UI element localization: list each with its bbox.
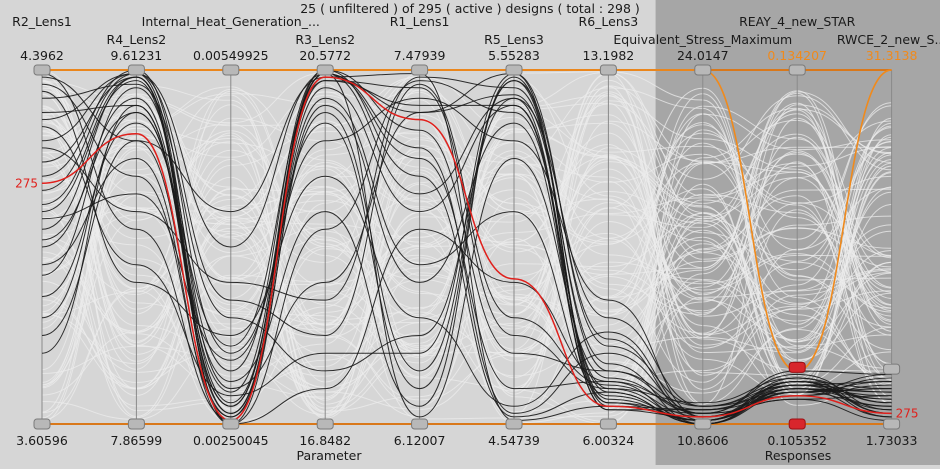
axis-min-label: 7.86599 — [111, 433, 163, 448]
context-line — [41, 206, 892, 420]
axis-max-label: 20.5772 — [299, 48, 351, 63]
context-line — [41, 121, 892, 347]
active-design-line — [41, 72, 892, 418]
axis-handles[interactable] — [33, 64, 901, 430]
context-line — [41, 128, 892, 317]
axis-name: R5_Lens3 — [484, 32, 544, 47]
axis-min-handle[interactable] — [694, 418, 712, 430]
context-line — [41, 104, 892, 418]
axis-max-handle[interactable] — [883, 363, 901, 375]
group-label-parameter: Parameter — [296, 448, 362, 463]
axis-max-label: 0.134207 — [767, 48, 827, 63]
active-design-line — [41, 72, 892, 421]
context-line — [41, 105, 892, 316]
axis-min-handle[interactable] — [505, 418, 523, 430]
context-line — [41, 72, 892, 407]
axis-max-handle[interactable] — [505, 64, 523, 76]
context-line — [41, 107, 892, 423]
axis-name: R4_Lens2 — [107, 32, 167, 47]
axis-min-handle[interactable] — [411, 418, 429, 430]
axis-filter-handle[interactable] — [788, 361, 806, 373]
axis-name: R2_Lens1 — [12, 14, 72, 29]
active-design-lines — [41, 69, 892, 425]
highlighted-design-line: 275 275 — [15, 76, 919, 422]
axis-name: REAY_4_new_STAR — [739, 14, 855, 29]
axis-min-label: 6.00324 — [583, 433, 635, 448]
axis-max-handle[interactable] — [411, 64, 429, 76]
active-design-line — [41, 80, 892, 425]
context-line — [41, 93, 892, 394]
active-design-line — [41, 83, 892, 407]
axis-name: Internal_Heat_Generation_... — [142, 14, 320, 29]
context-line — [41, 83, 892, 401]
axis-min-handle[interactable] — [788, 418, 806, 430]
axis-min-label: 1.73033 — [866, 433, 918, 448]
context-line — [41, 104, 892, 407]
axis-min-handle[interactable] — [883, 418, 901, 430]
axis-min-handle[interactable] — [222, 418, 240, 430]
axis-max-label: 4.3962 — [20, 48, 64, 63]
group-label-responses: Responses — [765, 448, 832, 463]
highlighted-design-path — [41, 76, 892, 422]
context-line — [41, 85, 892, 405]
active-design-line — [41, 72, 892, 425]
axis-min-handle[interactable] — [316, 418, 334, 430]
axis-max-handle[interactable] — [788, 64, 806, 76]
axis-min-label: 0.00250045 — [193, 433, 269, 448]
context-line — [41, 94, 892, 424]
axis-max-handle[interactable] — [33, 64, 51, 76]
axis-max-handle[interactable] — [316, 64, 334, 76]
axis-min-label: 0.105352 — [767, 433, 827, 448]
highlighted-id-left: 275 — [15, 176, 38, 190]
axis-max-handle[interactable] — [222, 64, 240, 76]
axis-max-label: 31.3138 — [866, 48, 918, 63]
axis-max-label: 0.00549925 — [193, 48, 269, 63]
axis-min-handle[interactable] — [599, 418, 617, 430]
active-design-line — [41, 72, 892, 411]
axis-min-handle[interactable] — [127, 418, 145, 430]
context-line — [41, 86, 892, 425]
axis-name: Equivalent_Stress_Maximum — [613, 32, 792, 47]
axis-name: RWCE_2_new_S... — [837, 32, 940, 47]
context-line — [41, 130, 892, 382]
context-line — [41, 76, 892, 338]
axis-max-label: 24.0147 — [677, 48, 729, 63]
axis-max-handle[interactable] — [694, 64, 712, 76]
axis-max-label: 9.61231 — [111, 48, 163, 63]
axis-min-label: 6.12007 — [394, 433, 446, 448]
header-summary: 25 ( unfiltered ) of 295 ( active ) desi… — [300, 1, 640, 16]
axis-min-label: 16.8482 — [299, 433, 351, 448]
context-line — [41, 95, 892, 384]
axis-max-label: 7.47939 — [394, 48, 446, 63]
context-line — [41, 108, 892, 423]
axis-max-handle[interactable] — [599, 64, 617, 76]
axis-min-label: 4.54739 — [488, 433, 540, 448]
axis-lines — [41, 70, 893, 424]
axis-name: R1_Lens1 — [390, 14, 450, 29]
context-line — [41, 102, 892, 409]
axis-max-label: 13.1982 — [583, 48, 635, 63]
axis-max-label: 5.55283 — [488, 48, 540, 63]
highlighted-id-right: 275 — [896, 406, 919, 420]
axis-min-handle[interactable] — [33, 418, 51, 430]
axis-name: R6_Lens3 — [579, 14, 639, 29]
axis-min-label: 10.8606 — [677, 433, 729, 448]
axis-min-label: 3.60596 — [16, 433, 68, 448]
axis-max-handle[interactable] — [127, 64, 145, 76]
axis-name: R3_Lens2 — [295, 32, 355, 47]
context-line — [41, 119, 892, 342]
